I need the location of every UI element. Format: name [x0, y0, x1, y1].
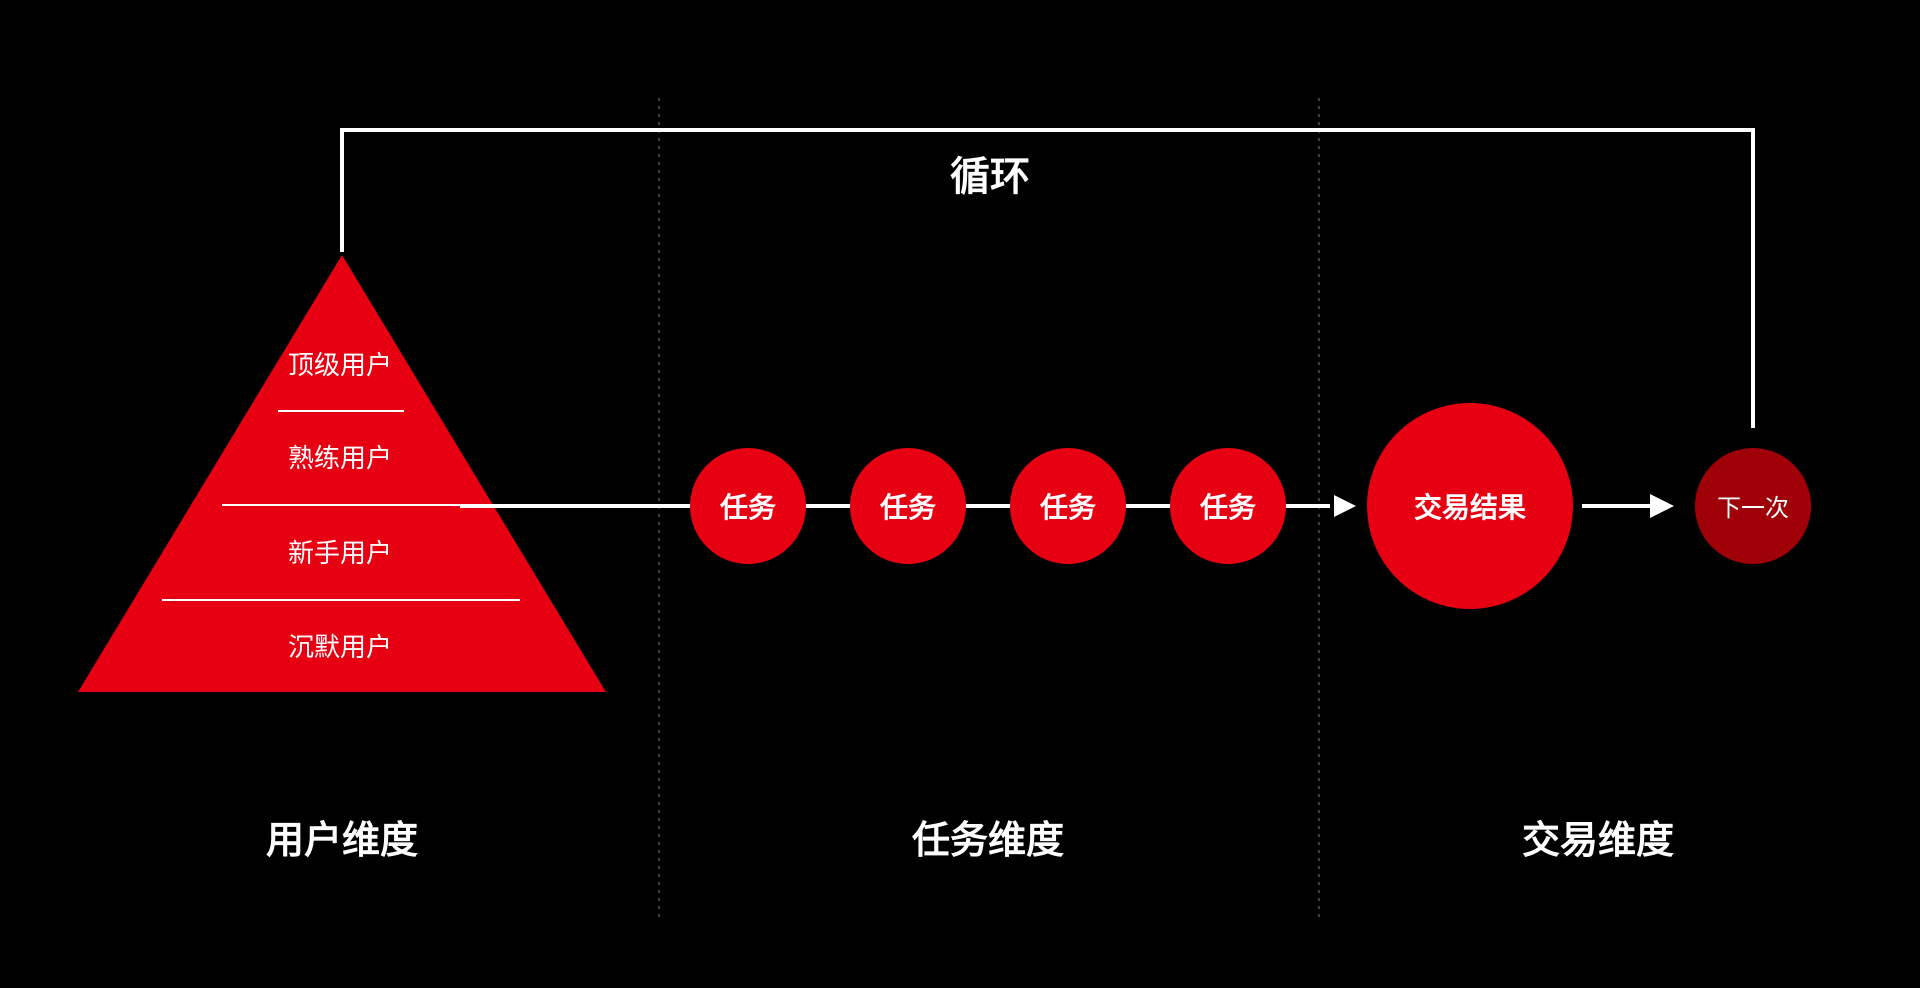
- result-arrowhead: [1650, 494, 1674, 518]
- pyramid-level-skilled: 熟练用户: [288, 444, 392, 474]
- next-round-label: 下一次: [1717, 494, 1789, 522]
- task-node: 任务: [690, 448, 806, 564]
- task-node: 任务: [1170, 448, 1286, 564]
- transaction-result-node: 交易结果: [1367, 403, 1573, 609]
- task-node: 任务: [1010, 448, 1126, 564]
- dimension-transaction-label: 交易维度: [1522, 818, 1674, 862]
- task-label: 任务: [1199, 491, 1256, 524]
- task-node: 任务: [850, 448, 966, 564]
- dimension-task-label: 任务维度: [912, 818, 1064, 862]
- pyramid-level-newbie: 新手用户: [288, 539, 392, 569]
- task-label: 任务: [879, 491, 936, 524]
- next-round-node: 下一次: [1695, 448, 1811, 564]
- pyramid-level-top: 顶级用户: [288, 351, 392, 381]
- dimension-user-label: 用户维度: [266, 818, 418, 862]
- transaction-result-label: 交易结果: [1414, 491, 1526, 524]
- loop-connector: [340, 128, 1755, 428]
- task-label: 任务: [719, 491, 776, 524]
- flow-arrowhead-1: [1334, 495, 1356, 517]
- user-pyramid: 顶级用户 熟练用户 新手用户 沉默用户: [78, 255, 606, 692]
- pyramid-shape: [78, 255, 606, 692]
- pyramid-level-silent: 沉默用户: [288, 633, 392, 663]
- loop-label: 循环: [950, 154, 1030, 200]
- task-label: 任务: [1039, 491, 1096, 524]
